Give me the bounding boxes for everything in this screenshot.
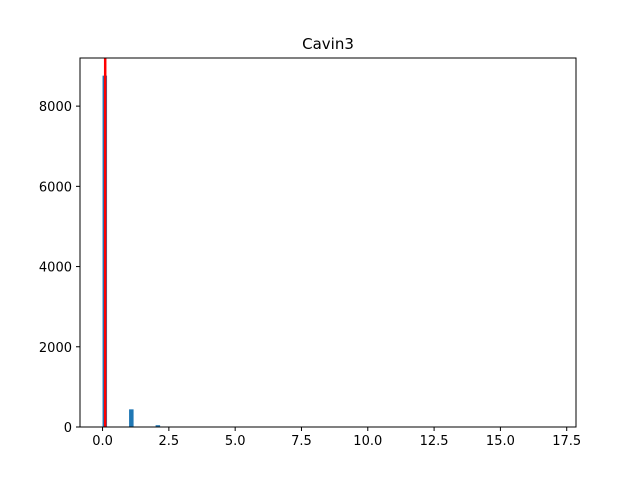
y-tick-label: 0: [64, 421, 72, 436]
y-tick-label: 8000: [39, 100, 72, 115]
x-tick-label: 2.5: [159, 434, 180, 449]
y-tick-label: 2000: [39, 341, 72, 356]
x-tick-label: 7.5: [291, 434, 312, 449]
y-axis: 0 2000 4000 6000 8000: [39, 100, 80, 436]
y-tick-label: 4000: [39, 261, 72, 276]
histogram-bar: [129, 409, 134, 427]
histogram-bar: [155, 425, 161, 427]
x-tick-label: 5.0: [225, 434, 246, 449]
x-tick-label: 0.0: [92, 434, 113, 449]
x-tick-label: 15.0: [486, 434, 515, 449]
x-axis: 0.0 2.5 5.0 7.5 10.0 12.5 15.0 17.5: [92, 427, 581, 449]
y-tick-label: 6000: [39, 180, 72, 195]
x-tick-label: 17.5: [552, 434, 581, 449]
chart-title: Cavin3: [302, 35, 354, 53]
x-tick-label: 12.5: [420, 434, 449, 449]
plot-frame: [79, 57, 577, 428]
x-tick-label: 10.0: [353, 434, 382, 449]
